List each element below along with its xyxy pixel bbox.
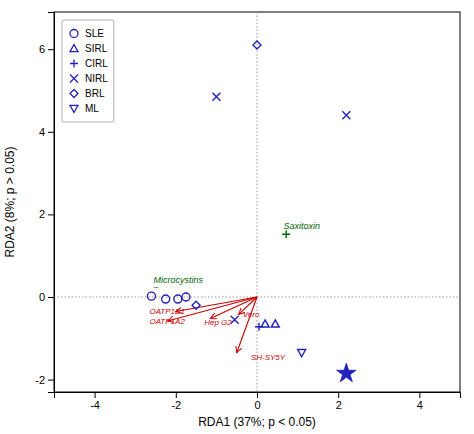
point [162, 295, 170, 303]
labels: OATP1B1OATP1A2 Hep G2 Vero SH-SY5Y Saxitoxin… [149, 221, 320, 362]
legend-box [62, 20, 114, 122]
point [147, 292, 155, 300]
x-tick-label: 4 [417, 399, 423, 411]
point [192, 301, 200, 309]
arrow-label: OATP1A2 [149, 317, 185, 326]
x-axis: -4 -2 0 2 4 [55, 392, 461, 411]
x-tick-label: 2 [336, 399, 342, 411]
y-tick-mark [48, 49, 54, 50]
y-tick-mark [48, 297, 54, 298]
x-tick: 0 [254, 392, 260, 411]
point [298, 350, 306, 357]
legend-symbol [70, 90, 78, 98]
y-tick: 2 [39, 208, 54, 220]
x-tick-label: -2 [171, 399, 181, 411]
x-tick-mark [257, 392, 258, 398]
x-tick-mark [419, 392, 420, 398]
y-axis: -2 0 2 4 6 [35, 13, 54, 393]
point [182, 293, 190, 301]
y-tick-mark [48, 214, 54, 215]
x-tick-mark [95, 392, 96, 398]
plot-area [54, 12, 460, 392]
x-tick-mark [176, 392, 177, 398]
legend-symbol [70, 30, 78, 38]
x-tick: 2 [336, 392, 342, 411]
annotation: Microcystins [153, 275, 203, 285]
y-tick: -2 [35, 374, 54, 386]
point [282, 230, 290, 238]
x-axis-line [55, 393, 461, 399]
point [253, 41, 261, 49]
point [174, 295, 182, 303]
plot-frame [54, 12, 460, 392]
arrow-label: OATP1B1 [149, 307, 184, 316]
point [255, 323, 263, 331]
point [212, 93, 220, 101]
y-tick-label: 6 [39, 43, 45, 55]
arrow-label: SH-SY5Y [251, 353, 286, 362]
legend-label: CIRL [85, 58, 108, 69]
legend: SLE SIRL CIRL NIRL BRL ML [62, 20, 114, 122]
y-tick-label: 4 [39, 126, 45, 138]
annotation: – [152, 282, 159, 292]
y-tick-label: -2 [35, 374, 45, 386]
legend-symbol [70, 45, 78, 52]
y-tick: 4 [39, 126, 54, 138]
point [271, 320, 279, 327]
point [342, 111, 350, 119]
x-tick-label: -4 [90, 399, 100, 411]
x-axis-title: RDA1 (37%; p < 0.05) [198, 415, 316, 429]
y-tick-label: 2 [39, 208, 45, 220]
y-tick-mark [48, 380, 54, 381]
y-tick: 0 [39, 291, 54, 303]
chart: -4 -2 0 2 4 -2 0 2 4 6 RDA1 (37%; p < 0.05) RDA2 (8… [0, 0, 474, 434]
point [261, 320, 269, 327]
y-axis-line [48, 13, 55, 393]
arrow-label: Vero [243, 310, 260, 319]
arrow-label: Hep G2 [204, 318, 232, 327]
point [231, 316, 239, 324]
annotation: Saxitoxin [283, 221, 320, 231]
x-tick-label: 0 [254, 399, 260, 411]
y-tick-label: 0 [39, 291, 45, 303]
x-tick: 4 [417, 392, 423, 411]
legend-label: SLE [85, 28, 104, 39]
legend-label: BRL [85, 88, 105, 99]
x-tick: -4 [90, 392, 100, 411]
legend-label: ML [85, 103, 99, 114]
point [337, 363, 357, 382]
legend-symbol [70, 105, 78, 112]
legend-symbol [70, 75, 78, 83]
legend-symbol [70, 60, 78, 68]
legend-label: SIRL [85, 43, 108, 54]
loading-arrow [237, 297, 257, 353]
legend-label: NIRL [85, 73, 108, 84]
x-tick: -2 [171, 392, 181, 411]
y-tick-mark [48, 132, 54, 133]
y-axis-title: RDA2 (8%; p > 0.05) [3, 146, 17, 257]
y-tick: 6 [39, 43, 54, 55]
reference-line [257, 12, 258, 392]
x-tick-mark [338, 392, 339, 398]
